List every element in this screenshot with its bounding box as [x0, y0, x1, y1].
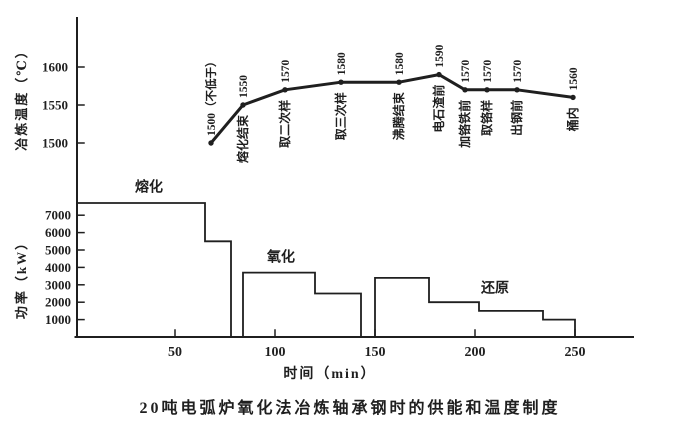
power-tick-label: 6000 — [45, 225, 71, 240]
temperature-point — [570, 94, 576, 101]
temperature-curve — [209, 73, 574, 144]
point-event-label: 熔化结束 — [235, 114, 250, 163]
power-tick-label: 4000 — [45, 260, 71, 275]
temperature-point — [436, 71, 442, 78]
phase-label: 还原 — [480, 280, 509, 297]
temperature-point — [338, 79, 344, 85]
point-event-label: 桶内 — [565, 107, 580, 131]
power-axis-label: 功率（kW） — [14, 234, 29, 320]
point-value-label: 1570 — [280, 60, 292, 83]
power-tick-label: 3000 — [45, 277, 71, 292]
point-value-label: 1570 — [460, 60, 472, 83]
point-event-label: 取铬样 — [479, 100, 494, 136]
temperature-point — [208, 140, 214, 146]
time-tick-label: 200 — [465, 345, 486, 360]
power-tick-label: 5000 — [45, 243, 71, 258]
figure-caption: 20吨电弧炉氧化法冶炼轴承钢时的供能和温度制度 — [139, 400, 561, 417]
power-tick-label: 1000 — [45, 312, 71, 327]
point-value-label: 1590 — [434, 44, 446, 67]
power-phase-outline — [374, 276, 576, 337]
time-tick-label: 50 — [168, 345, 182, 360]
power-tick-label: 7000 — [45, 208, 71, 223]
temp-tick-label: 1500 — [42, 136, 68, 151]
temperature-point — [514, 87, 520, 93]
time-axis-label: 时间（min） — [283, 367, 377, 382]
time-tick-label: 250 — [565, 345, 586, 360]
temp-axis-label: 冶炼温度（℃） — [14, 43, 29, 151]
temp-tick-label: 1600 — [42, 60, 68, 75]
time-tick-label: 100 — [265, 345, 286, 360]
temperature-point — [462, 87, 468, 93]
phase-label: 氧化 — [266, 248, 295, 265]
point-value-label: 1560 — [568, 67, 580, 90]
point-event-label: 取三次样 — [333, 92, 348, 140]
temperature-point — [484, 87, 490, 93]
point-value-label: 1580 — [336, 52, 348, 75]
point-event-label: 沸腾结束 — [391, 91, 406, 140]
time-tick-label: 150 — [365, 345, 386, 360]
point-event-label: 加铬铁前 — [457, 100, 472, 149]
temperature-point — [282, 87, 288, 93]
point-event-label: 取二次样 — [277, 100, 292, 148]
power-phase-outline — [242, 271, 362, 337]
point-event-label: 电石渣前 — [431, 85, 446, 133]
point-value-label: 1580 — [394, 52, 406, 75]
point-value-label: 1500（不低于） — [204, 56, 218, 137]
power-phase-outline — [76, 202, 232, 337]
point-value-label: 1550 — [238, 75, 250, 98]
phase-label: 熔化 — [135, 179, 163, 196]
temperature-point — [396, 79, 402, 85]
point-value-label: 1570 — [512, 60, 524, 83]
temperature-point — [240, 102, 246, 108]
point-value-label: 1570 — [482, 60, 494, 83]
point-event-label: 出钢前 — [509, 100, 524, 136]
temp-tick-label: 1550 — [42, 98, 68, 113]
power-tick-label: 2000 — [45, 295, 71, 310]
